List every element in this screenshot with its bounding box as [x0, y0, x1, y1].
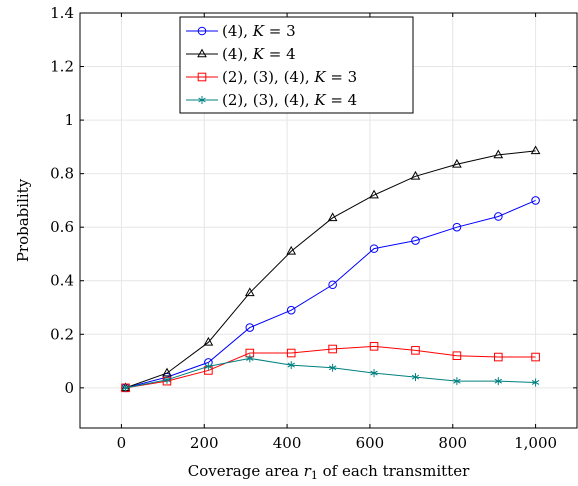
y-tick-label: 1.2: [50, 58, 74, 76]
y-tick-label: 0.8: [50, 165, 74, 183]
x-tick-label: 400: [273, 434, 302, 452]
series-2: [122, 146, 540, 390]
series-layer: [122, 146, 540, 391]
x-tick-label: 0: [117, 434, 127, 452]
y-tick-label: 0: [64, 379, 74, 397]
y-axis-label: Probability: [14, 178, 32, 262]
x-tick-label: 200: [190, 434, 219, 452]
legend-label: (4), K = 3: [222, 22, 296, 40]
legend-label: (4), K = 4: [222, 45, 296, 63]
legend-label: (2), (3), (4), K = 4: [222, 91, 357, 109]
series-1: [122, 197, 540, 392]
y-tick-label: 1.4: [50, 4, 74, 22]
series-line: [126, 151, 536, 388]
legend: (4), K = 3 (4), K = 4 (2), (3), (4), K = 3…: [180, 17, 413, 113]
y-tick-label: 0.2: [50, 325, 74, 343]
x-tick-label: 800: [438, 434, 467, 452]
y-tick-label: 0.6: [50, 218, 74, 236]
series-line: [126, 358, 536, 387]
x-axis-label: Coverage area r1 of each transmitter: [188, 462, 470, 482]
y-tick-label: 0.4: [50, 272, 74, 290]
x-tick-label: 600: [356, 434, 385, 452]
y-tick-label: 1: [64, 111, 74, 129]
data-point: [287, 247, 295, 254]
series-line: [126, 200, 536, 387]
legend-label: (2), (3), (4), K = 3: [222, 68, 357, 86]
x-tick-label: 1,000: [514, 434, 557, 452]
